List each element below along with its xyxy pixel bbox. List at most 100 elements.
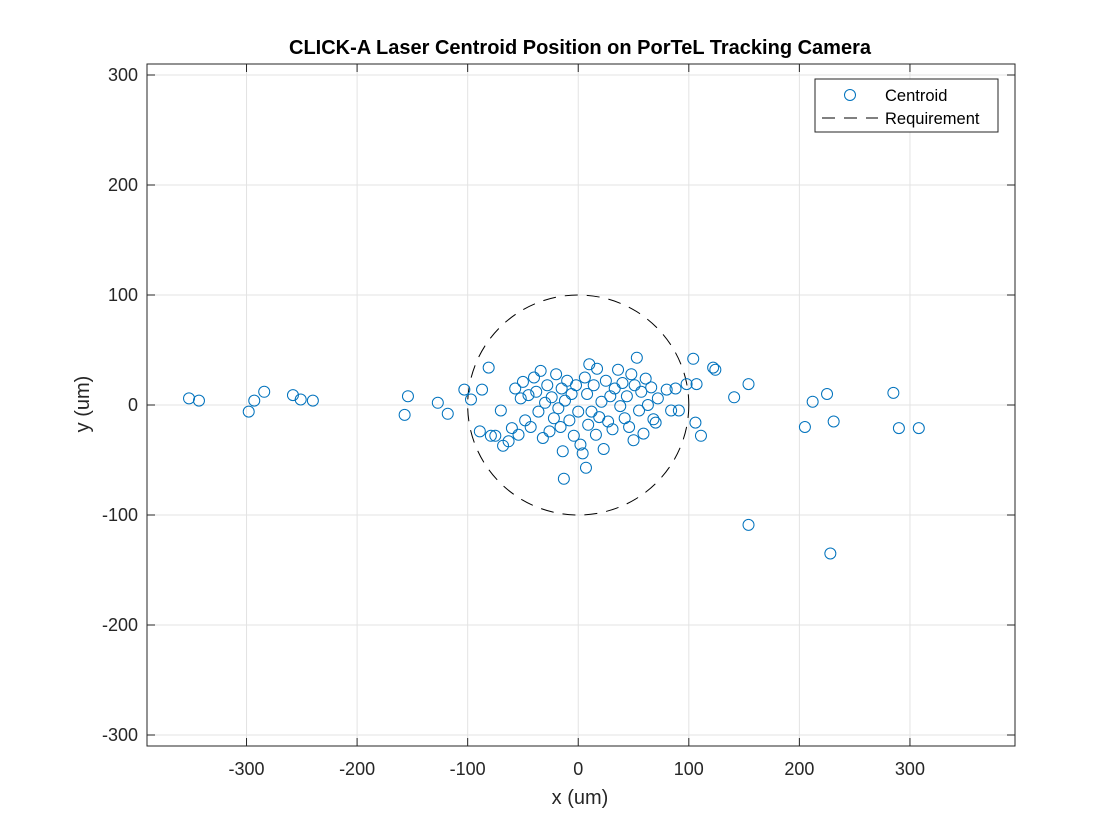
centroid-point	[509, 382, 522, 395]
centroid-point	[798, 421, 811, 433]
y-ticks: -300 -200 -100 0 100 200 300	[102, 65, 1015, 745]
centroid-point	[689, 416, 702, 429]
centroid-point	[649, 416, 662, 429]
centroid-point	[524, 421, 537, 433]
centroid-point	[502, 435, 515, 448]
y-tick-label: -200	[102, 615, 138, 635]
centroid-point	[821, 388, 834, 400]
centroid-point	[306, 394, 319, 407]
centroid-point	[647, 413, 660, 426]
x-ticks: -300 -200 -100 0 100 200 300	[229, 64, 925, 779]
centroid-point	[431, 396, 444, 409]
centroid-point	[742, 378, 755, 391]
x-tick-label: -300	[229, 759, 265, 779]
centroid-point	[464, 393, 477, 406]
centroid-point	[625, 368, 638, 381]
centroid-points	[183, 351, 925, 560]
centroid-point	[680, 378, 693, 391]
centroid-point	[242, 405, 255, 418]
centroid-point	[398, 408, 411, 421]
centroid-point	[401, 390, 414, 403]
centroid-point	[690, 378, 703, 391]
centroid-point	[660, 383, 673, 396]
centroid-point	[476, 383, 489, 396]
centroid-point	[887, 386, 900, 399]
centroid-point	[589, 428, 602, 441]
centroid-point	[543, 425, 556, 438]
legend-centroid-marker	[844, 89, 856, 101]
centroid-point	[541, 379, 554, 392]
y-axis-label: y (um)	[72, 376, 94, 433]
x-tick-label: 0	[573, 759, 583, 779]
centroid-point	[473, 425, 486, 438]
x-tick-label: -200	[339, 759, 375, 779]
centroid-point	[570, 379, 583, 392]
centroid-point	[892, 422, 905, 435]
centroid-point	[484, 429, 497, 442]
centroid-point	[669, 382, 682, 395]
centroid-point	[528, 371, 541, 384]
centroid-point	[514, 392, 527, 405]
centroid-point	[591, 362, 604, 375]
centroid-point	[286, 389, 299, 402]
centroid-point	[183, 392, 196, 405]
y-tick-label: 100	[108, 285, 138, 305]
centroid-point	[597, 443, 610, 455]
x-tick-label: 200	[784, 759, 814, 779]
centroid-point	[620, 390, 633, 403]
centroid-point	[665, 404, 678, 417]
centroid-point	[532, 405, 545, 418]
centroid-point	[709, 363, 722, 376]
centroid-point	[606, 423, 619, 436]
centroid-point	[512, 428, 525, 441]
centroid-point	[522, 389, 535, 402]
centroid-point	[563, 414, 576, 427]
centroid-point	[612, 363, 625, 376]
centroid-point	[616, 377, 629, 389]
centroid-point	[630, 351, 643, 364]
centroid-point	[694, 429, 707, 442]
centroid-point	[547, 412, 560, 425]
centroid-point	[554, 421, 567, 433]
x-axis-label: x (um)	[552, 787, 609, 809]
centroid-point	[651, 392, 664, 405]
centroid-point	[550, 368, 563, 381]
centroid-point	[574, 438, 587, 451]
legend-centroid-label: Centroid	[885, 87, 947, 105]
centroid-point	[687, 352, 700, 365]
centroid-point	[581, 388, 594, 400]
centroid-point	[614, 400, 627, 413]
centroid-point	[635, 385, 648, 398]
centroid-point	[505, 422, 518, 435]
centroid-point	[557, 472, 570, 485]
centroid-point	[441, 407, 454, 420]
centroid-point	[530, 385, 543, 398]
centroid-point	[482, 361, 495, 374]
requirement-circle-layer	[467, 294, 690, 516]
y-tick-label: -100	[102, 505, 138, 525]
x-tick-label: -100	[450, 759, 486, 779]
x-tick-label: 300	[895, 759, 925, 779]
y-tick-label: 300	[108, 65, 138, 85]
centroid-point	[742, 518, 755, 531]
centroid-point	[552, 402, 565, 415]
centroid-point	[707, 361, 720, 374]
centroid-point	[578, 371, 591, 384]
centroid-point	[545, 391, 558, 404]
legend-requirement-label: Requirement	[885, 110, 980, 128]
centroid-point	[599, 374, 612, 387]
chart-title: CLICK-A Laser Centroid Position on PorTe…	[289, 37, 872, 59]
centroid-point	[633, 404, 646, 417]
centroid-point	[248, 394, 261, 407]
centroid-point	[628, 379, 641, 392]
y-tick-label: 0	[128, 395, 138, 415]
centroid-point	[602, 415, 615, 428]
centroid-point	[192, 394, 205, 407]
centroid-point	[595, 395, 608, 408]
centroid-point	[534, 364, 547, 377]
y-tick-label: -300	[102, 725, 138, 745]
x-tick-label: 100	[674, 759, 704, 779]
centroid-point	[672, 404, 685, 417]
centroid-point	[583, 358, 596, 371]
